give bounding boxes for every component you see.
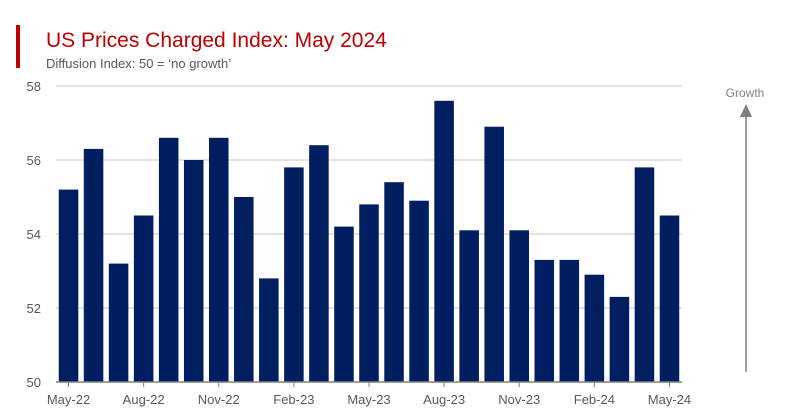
x-tick-label: Nov-22 bbox=[198, 392, 240, 407]
bar-Mar-24 bbox=[609, 296, 630, 382]
bar-Feb-24 bbox=[584, 274, 605, 382]
bar-Jun-22 bbox=[83, 148, 104, 382]
bar-Oct-22 bbox=[183, 160, 204, 382]
bar-Jan-24 bbox=[559, 259, 580, 382]
bar-May-23 bbox=[359, 204, 379, 382]
tick-labels: 50 52 54 56 58 May-22 Aug-22 Nov-22 Feb-23 May-23… bbox=[27, 79, 692, 407]
y-tick-label: 50 bbox=[27, 375, 41, 390]
bar-Apr-23 bbox=[334, 226, 354, 382]
bar-Aug-23 bbox=[434, 100, 454, 383]
growth-annotation: Growth bbox=[726, 86, 765, 372]
bar-Jan-23 bbox=[259, 278, 279, 382]
bar-Mar-23 bbox=[309, 145, 329, 382]
bar-Sep-22 bbox=[158, 137, 179, 382]
bar-Jul-23 bbox=[409, 200, 429, 382]
x-tick-label: Nov-23 bbox=[498, 392, 540, 407]
bar-Dec-23 bbox=[534, 259, 555, 382]
x-tick-label: Aug-22 bbox=[123, 392, 165, 407]
y-tick-label: 56 bbox=[27, 153, 41, 168]
bar-Nov-23 bbox=[509, 230, 530, 382]
x-tick-label: May-24 bbox=[648, 392, 691, 407]
title-accent-bar bbox=[16, 25, 20, 68]
bar-Feb-23 bbox=[284, 167, 304, 382]
bar-Dec-22 bbox=[234, 197, 254, 382]
x-tick-label: Aug-23 bbox=[423, 392, 465, 407]
y-tick-label: 54 bbox=[27, 227, 41, 242]
y-tick-label: 52 bbox=[27, 301, 41, 316]
bar-Jul-22 bbox=[108, 263, 129, 382]
up-arrow-icon bbox=[740, 104, 752, 372]
bar-Jun-23 bbox=[384, 182, 404, 382]
bar-Sep-23 bbox=[459, 230, 479, 382]
chart-title: US Prices Charged Index: May 2024 bbox=[46, 29, 387, 52]
bar-Nov-22 bbox=[208, 137, 229, 382]
x-tick-label: Feb-23 bbox=[273, 392, 314, 407]
x-tick-label: Feb-24 bbox=[574, 392, 615, 407]
x-tick-label: May-23 bbox=[347, 392, 390, 407]
chart-subtitle: Diffusion Index: 50 = ‘no growth’ bbox=[46, 56, 232, 71]
bar-May-22 bbox=[58, 189, 79, 382]
bar-Oct-23 bbox=[484, 126, 504, 382]
bars bbox=[58, 100, 680, 383]
bar-May-24 bbox=[659, 215, 680, 382]
y-tick-label: 58 bbox=[27, 79, 41, 94]
growth-label: Growth bbox=[726, 86, 765, 100]
x-tick-label: May-22 bbox=[47, 392, 90, 407]
bar-Apr-24 bbox=[634, 167, 655, 382]
bar-Aug-22 bbox=[133, 215, 154, 382]
axes bbox=[56, 381, 682, 387]
